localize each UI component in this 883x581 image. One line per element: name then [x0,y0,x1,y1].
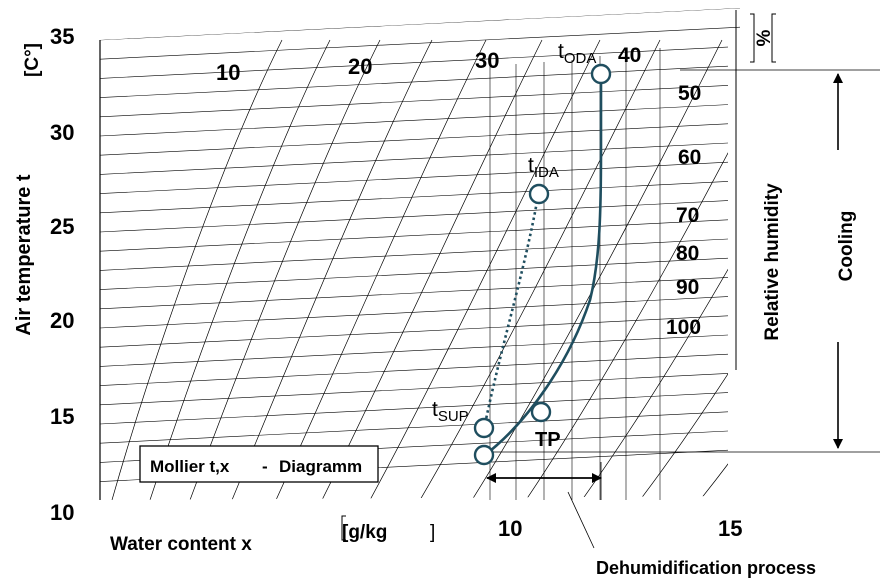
point-tp [530,401,552,423]
y-tick-10: 10 [50,500,74,525]
dehumidification-curve [484,76,603,457]
rh-label-60: 60 [678,146,701,169]
grid-isotherm [100,65,740,98]
y-tick-30: 30 [50,120,74,145]
grid-isotherm [100,103,740,137]
dehumidification-arrow [486,462,602,549]
x-unit: [g/kg ] [341,515,435,543]
grid-humidity-curve [321,39,543,500]
reheat-dotted-line [482,195,540,430]
rh-label-80: 80 [676,242,699,265]
cooling-label: Cooling [836,211,857,282]
grid-isotherm [100,161,740,194]
diagram-title-box: Mollier t,x - Diagramm [139,445,379,483]
grid-isotherm [100,372,740,406]
dehumidification-label: Dehumidification process [596,558,816,578]
rh-labels: 40 50 60 70 80 90 100 [618,44,701,339]
x-unit-text: [g/kg [342,522,387,543]
point-dewpoint [473,444,495,466]
grid-humidity-curve [231,39,433,500]
grid-humidity-curve [581,39,740,500]
grid-isotherm [100,46,740,79]
grid-isotherm [100,295,740,329]
grid-isotherm [100,353,740,386]
grid-isotherm [100,26,740,60]
grid-isotherm [100,199,740,233]
grid-isotherm [100,142,740,175]
grid-isotherm [100,218,740,252]
rh-label-90: 90 [676,276,699,299]
title-left: Mollier t,x [150,457,230,476]
grid-humidity-curve [419,39,661,500]
x-axis-label: Water content x [110,534,252,555]
label-tp: TP [535,429,561,451]
grid-isotherm [100,180,740,214]
top-number-20: 20 [348,54,372,79]
grid-isotherm [100,410,740,444]
label-t-ida: tIDA [528,154,559,181]
y-tick-20: 20 [50,308,74,333]
y-axis-ticks: 35 30 25 20 15 10 [50,24,74,525]
y-axis-label: Air temperature t [13,174,35,335]
rh-label-70: 70 [676,204,699,227]
grid-humidity-curve [471,39,723,500]
grid-humidity-curve [639,39,740,500]
grid-isotherm [100,122,740,156]
title-right: Diagramm [279,457,362,476]
grid-humidity-curve [275,39,487,500]
top-number-10: 10 [216,60,240,85]
y-tick-15: 15 [50,404,74,429]
rh-unit: % [750,13,776,63]
grid-isotherm [100,84,740,118]
grid-isotherm [100,391,740,425]
grid-isotherm [100,314,740,348]
grid-isotherm [100,276,740,310]
grid-humidity-curve [525,39,740,500]
grid-isotherm [100,257,740,290]
grid-humidity-curve [111,39,283,500]
top-number-30: 30 [475,48,499,73]
point-t-sup [473,417,495,439]
grid-humidity-curve [149,39,331,500]
x-tick-10: 10 [498,516,522,541]
x-unit-close: ] [430,522,435,543]
rh-label-50: 50 [678,82,701,105]
rh-unit-symbol: % [754,29,775,46]
grid-humidity-curve [369,39,601,500]
x-tick-15: 15 [718,516,742,541]
rh-label-40: 40 [618,44,641,67]
label-t-sup: tSUP [432,398,469,425]
cooling-arrow [490,69,880,453]
psychrometric-grid [100,8,740,500]
label-t-oda: tODA [558,40,596,67]
point-t-oda [590,63,612,85]
y-tick-25: 25 [50,214,74,239]
grid-isotherm [100,334,740,367]
rh-label-100: 100 [666,316,701,339]
grid-humidity-curve [189,39,381,500]
grid-isotherm [100,8,740,41]
y-tick-35: 35 [50,24,74,49]
y-unit: [C°] [22,43,43,77]
point-t-ida [528,183,550,205]
rh-axis-label: Relative humidity [762,183,783,341]
title-dash: - [262,457,268,476]
grid-isotherm [100,238,740,271]
water-content-gridlines [489,48,661,500]
